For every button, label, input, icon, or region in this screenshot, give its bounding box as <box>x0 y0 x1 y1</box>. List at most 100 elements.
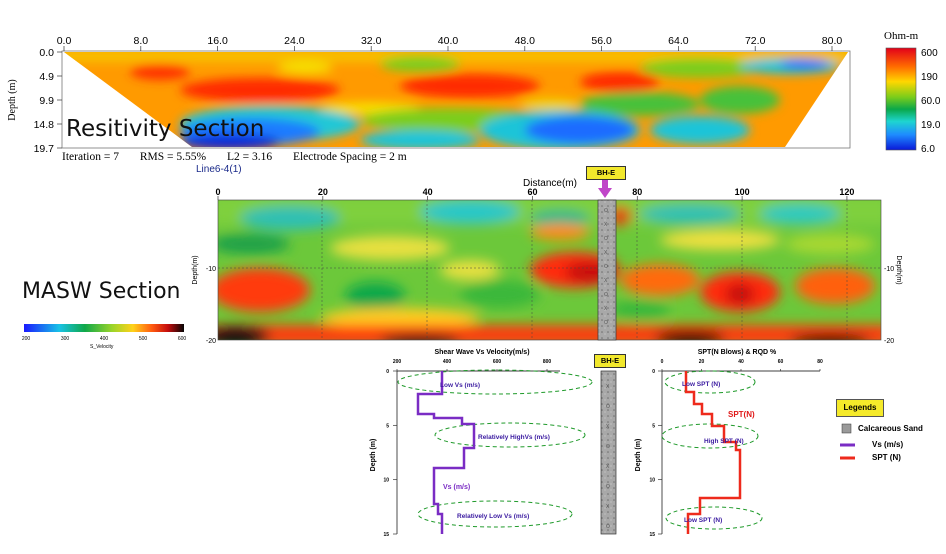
masw-colorbar-label: S_Velocity <box>90 344 114 350</box>
bh-column-marks: X O X O X O X O <box>606 384 610 530</box>
masw-colorbar-tick-label: 200 <box>22 336 31 342</box>
bh-panel-label: BH-E <box>594 354 626 368</box>
spt-x-tick-label: 60 <box>778 359 784 365</box>
spt-x-tick-label: 0 <box>661 359 664 365</box>
rms-text: RMS = 5.55% <box>139 151 207 163</box>
spt-ann-spt: SPT(N) <box>728 410 755 419</box>
spt-x-tick-label: 20 <box>699 359 705 365</box>
vs-x-tick-label: 400 <box>443 359 452 365</box>
vs-ann-high: Relatively HighVs (m/s) <box>478 434 550 441</box>
resistivity-x-tick-label: 64.0 <box>668 35 689 47</box>
vs-x-tick-label: 600 <box>493 359 502 365</box>
vs-x-tick-label: 200 <box>393 359 402 365</box>
resistivity-x-tick-label: 80.0 <box>822 35 843 47</box>
masw-y-tick-left-10: -10 <box>206 266 216 273</box>
svg-text:O: O <box>604 208 608 214</box>
resistivity-colorbar <box>885 47 917 151</box>
iteration-text: Iteration = 7 <box>62 151 119 163</box>
resistivity-y-axis: 0.0 4.9 9.9 14.8 19.7 <box>34 47 62 155</box>
resistivity-x-tick-label: 0.0 <box>57 35 72 47</box>
resistivity-colorbar-ticks: 600 190 60.0 19.0 6.0 <box>921 48 941 155</box>
resistivity-colorbar-tick-label: 6.0 <box>921 144 935 155</box>
masw-x-tick-label: 20 <box>318 187 328 197</box>
resistivity-y-tick-label: 4.9 <box>39 71 54 83</box>
resistivity-y-tick-label: 0.0 <box>39 47 54 59</box>
svg-text:X: X <box>604 222 608 228</box>
svg-text:X: X <box>606 504 610 510</box>
vs-ann-vs: Vs (m/s) <box>443 484 470 491</box>
legend-item-calcareous-sand: Calcareous Sand <box>858 424 923 433</box>
svg-text:O: O <box>606 404 610 410</box>
masw-y-tick-right-10: -10 <box>884 266 894 273</box>
resistivity-inversion-image <box>64 52 848 147</box>
masw-x-label: Distance(m) <box>523 178 577 189</box>
electrode-spacing-text: Electrode Spacing = 2 m <box>292 151 407 163</box>
resistivity-x-tick-label: 16.0 <box>207 35 228 47</box>
resistivity-y-tick-label: 14.8 <box>34 119 55 131</box>
resistivity-colorbar-tick-label: 19.0 <box>921 120 941 131</box>
spt-x-tick-label: 80 <box>817 359 823 365</box>
spt-ann-low2: Low SPT (N) <box>684 517 722 524</box>
resistivity-x-axis: 0.0 8.0 16.0 24.0 32.0 40.0 48.0 56.0 64.0 72.0 80… <box>57 35 843 51</box>
spt-y-tick-label: 10 <box>649 478 655 484</box>
resistivity-x-tick-label: 40.0 <box>438 35 459 47</box>
resistivity-section-label: Resitivity Section <box>66 116 265 142</box>
legend-swatch-calcareous-sand <box>841 423 852 434</box>
masw-y-tick-left-20: -20 <box>206 338 216 345</box>
svg-text:O: O <box>606 444 610 450</box>
masw-borehole-column <box>597 199 617 341</box>
masw-y-label-left: Depth(m) <box>192 255 199 284</box>
svg-text:O: O <box>604 320 608 326</box>
masw-x-tick-label: 100 <box>735 187 750 197</box>
resistivity-y-tick-label: 19.7 <box>34 143 55 155</box>
masw-borehole-arrow-shaft <box>602 178 608 190</box>
svg-text:X: X <box>606 464 610 470</box>
vs-y-tick-label: 15 <box>383 532 389 538</box>
masw-x-tick-label: 60 <box>527 187 537 197</box>
masw-x-tick-label: 80 <box>632 187 642 197</box>
vs-panel: 200 400 600 800 0 5 10 15 Shear Wave Vs Veloci… <box>370 349 593 538</box>
vs-panel-title: Shear Wave Vs Velocity(m/s) <box>434 349 529 356</box>
resistivity-y-tick-label: 9.9 <box>39 95 54 107</box>
masw-gridlines <box>218 200 881 340</box>
masw-velocity-image <box>218 200 881 340</box>
spt-y-tick-label: 15 <box>649 532 655 538</box>
vs-y-tick-label: 10 <box>383 478 389 484</box>
resistivity-colorbar-title: Ohm-m <box>884 30 919 42</box>
masw-colorbar-tick-label: 300 <box>61 336 70 342</box>
vs-x-tick-label: 800 <box>543 359 552 365</box>
masw-y-label-right: Depth(m) <box>895 255 902 284</box>
masw-borehole-marks: O X O X O X O X O <box>604 208 608 326</box>
resistivity-footer: Iteration = 7 RMS = 5.55% L2 = 3.16 Elec… <box>62 151 425 163</box>
masw-x-tick-label: 0 <box>215 187 220 197</box>
masw-x-tick-label: 40 <box>423 187 433 197</box>
svg-text:O: O <box>606 484 610 490</box>
masw-borehole-label: BH-E <box>586 166 626 180</box>
spt-panel: 0 20 40 60 80 0 5 10 15 SPT(N Blows) & RQD % De… <box>635 349 823 538</box>
vs-y-label: Depth (m) <box>370 439 377 472</box>
masw-colorbar-tick-label: 400 <box>100 336 109 342</box>
masw-x-axis: 0 20 40 60 80 100 120 <box>215 187 854 200</box>
resistivity-frame <box>61 50 851 149</box>
resistivity-colorbar-tick-label: 600 <box>921 48 938 59</box>
masw-y-tick-right-20: -20 <box>884 338 894 345</box>
svg-text:O: O <box>606 524 610 530</box>
masw-borehole-arrow-head <box>598 188 612 198</box>
legend-item-spt: SPT (N) <box>872 453 901 462</box>
resistivity-x-tick-label: 72.0 <box>745 35 766 47</box>
spt-panel-title: SPT(N Blows) & RQD % <box>698 349 777 356</box>
svg-text:O: O <box>604 236 608 242</box>
vs-y-tick-label: 0 <box>386 369 389 375</box>
svg-text:X: X <box>606 384 610 390</box>
legend-title: Legends <box>836 399 884 417</box>
spt-x-tick-label: 40 <box>738 359 744 365</box>
spt-y-tick-label: 5 <box>652 423 655 429</box>
spt-profile-line <box>684 371 742 534</box>
masw-section-label: MASW Section <box>22 279 181 304</box>
l2-text: L2 = 3.16 <box>226 151 273 163</box>
masw-colorbar-ticks: 200 300 400 500 600 <box>22 336 187 342</box>
bh-column <box>600 370 617 535</box>
svg-text:X: X <box>606 424 610 430</box>
vs-ann-rel-low: Relatively Low Vs (m/s) <box>457 513 529 520</box>
legend-item-vs: Vs (m/s) <box>872 440 904 449</box>
